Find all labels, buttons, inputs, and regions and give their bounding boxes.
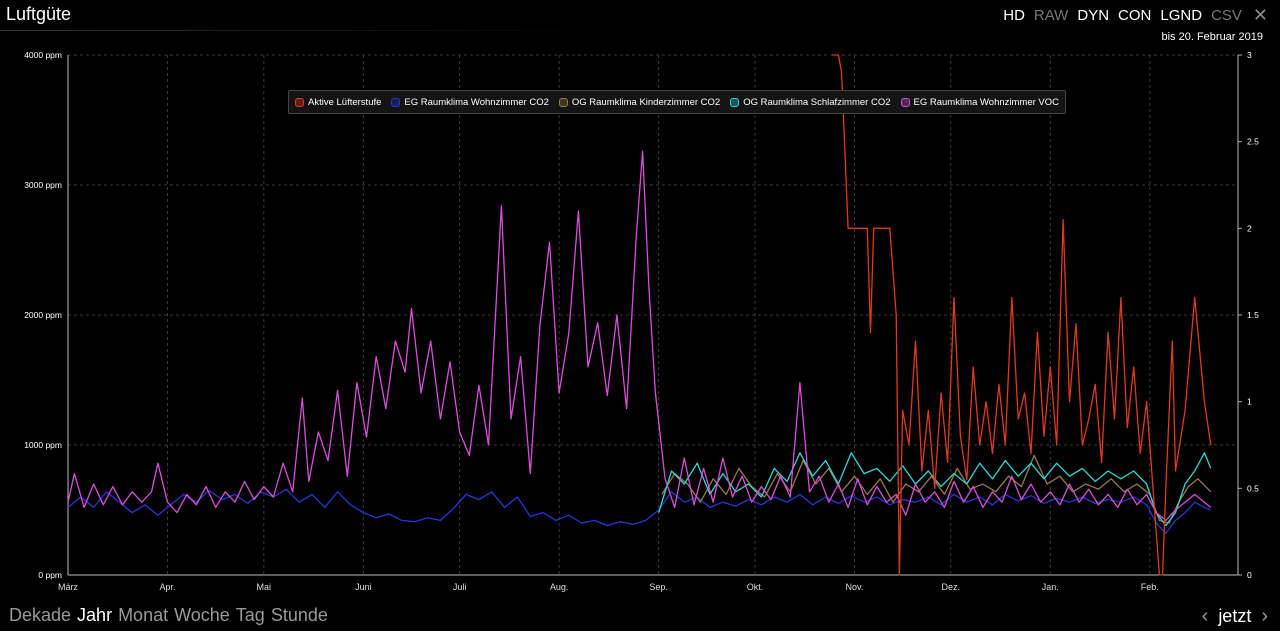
- page-title: Luftgüte: [6, 4, 72, 24]
- chevron-right-icon[interactable]: ›: [1261, 605, 1268, 627]
- y-left-tick-label: 1000 ppm: [24, 440, 62, 450]
- chart[interactable]: März Apr. Mai Juni Juli Aug. Sep. Okt. Nov. Dez. J…: [0, 0, 1280, 600]
- x-tick-label: Juli: [453, 582, 467, 592]
- x-tick-label: Jan.: [1042, 582, 1059, 592]
- legend-item[interactable]: EG Raumklima Wohnzimmer CO2: [391, 96, 549, 108]
- y-right-tick-label: 2: [1247, 223, 1252, 233]
- y-right-tick-label: 1: [1247, 397, 1252, 407]
- series-line-og-raumklima-kinderzimmer-co2: [661, 454, 1212, 524]
- legend-item[interactable]: OG Raumklima Kinderzimmer CO2: [558, 96, 721, 108]
- y-right-tick-label: 2.5: [1247, 137, 1259, 147]
- legend-swatch: [295, 97, 304, 107]
- legend-item[interactable]: EG Raumklima Wohnzimmer VOC: [900, 96, 1060, 108]
- now-button[interactable]: jetzt: [1218, 606, 1252, 626]
- y-right-tick-label: 0: [1247, 570, 1252, 580]
- legend-item[interactable]: Aktive Lüfterstufe: [295, 97, 381, 108]
- chart-legend: Aktive Lüfterstufe EG Raumklima Wohnzimme…: [288, 90, 1067, 114]
- legend-swatch: [730, 97, 740, 107]
- dyn-toggle[interactable]: DYN: [1077, 7, 1110, 24]
- raw-toggle[interactable]: RAW: [1033, 7, 1069, 24]
- period-woche[interactable]: Woche: [174, 605, 230, 625]
- series-line-eg-raumklima-wohnzimmer-co2: [67, 488, 1212, 535]
- period-tag[interactable]: Tag: [235, 605, 265, 625]
- y-left-tick-label: 0 ppm: [38, 570, 62, 580]
- legend-label: OG Raumklima Kinderzimmer CO2: [571, 96, 721, 108]
- legend-swatch: [558, 97, 568, 107]
- period-monat[interactable]: Monat: [118, 605, 169, 625]
- period-dekade[interactable]: Dekade: [9, 605, 72, 625]
- series-line-eg-raumklima-wohnzimmer-voc: [67, 150, 1212, 522]
- legend-label: EG Raumklima Wohnzimmer CO2: [404, 96, 549, 108]
- period-nav: Dekade Jahr Monat Woche Tag Stunde: [9, 605, 328, 626]
- date-range-label: bis 20. Februar 2019: [1161, 31, 1263, 43]
- y-right-tick-label: 1.5: [1247, 310, 1259, 320]
- time-navigation: ‹ jetzt ›: [1202, 605, 1268, 628]
- y-left-tick-label: 4000 ppm: [24, 50, 62, 60]
- legend-label: Aktive Lüfterstufe: [308, 96, 382, 108]
- legend-swatch: [391, 97, 401, 107]
- x-tick-label: Nov.: [846, 582, 864, 592]
- hd-toggle[interactable]: HD: [1003, 7, 1025, 24]
- csv-button[interactable]: CSV: [1211, 7, 1242, 24]
- y-right-tick-label: 0.5: [1247, 483, 1259, 493]
- x-tick-label: März: [58, 582, 78, 592]
- x-tick-label: Apr.: [160, 582, 176, 592]
- x-tick-label: Juni: [355, 582, 372, 592]
- con-toggle[interactable]: CON: [1118, 7, 1152, 24]
- close-icon[interactable]: ✕: [1252, 5, 1268, 25]
- chevron-left-icon[interactable]: ‹: [1201, 605, 1209, 627]
- legend-item[interactable]: OG Raumklima Schlafzimmer CO2: [730, 96, 891, 108]
- x-tick-label: Okt.: [747, 582, 764, 592]
- lgnd-toggle[interactable]: LGND: [1160, 7, 1203, 24]
- y-right-tick-label: 3: [1247, 50, 1252, 60]
- x-tick-label: Aug.: [550, 582, 569, 592]
- x-tick-label: Dez.: [942, 582, 961, 592]
- series-line-aktive-lüfterstufe: [832, 54, 1212, 576]
- legend-label: OG Raumklima Schlafzimmer CO2: [743, 96, 891, 108]
- x-tick-label: Feb.: [1141, 582, 1159, 592]
- legend-label: EG Raumklima Wohnzimmer VOC: [913, 96, 1060, 108]
- series-line-og-raumklima-schlafzimmer-co2: [658, 452, 1212, 527]
- x-tick-label: Mai: [257, 582, 272, 592]
- title-divider: [0, 30, 600, 31]
- x-tick-label: Sep.: [649, 582, 668, 592]
- period-stunde[interactable]: Stunde: [270, 605, 328, 625]
- toolbar: HD RAW DYN CON LGND CSV ✕: [1003, 5, 1268, 26]
- period-jahr[interactable]: Jahr: [77, 605, 113, 625]
- y-left-tick-label: 2000 ppm: [24, 310, 62, 320]
- y-left-tick-label: 3000 ppm: [24, 180, 62, 190]
- legend-swatch: [900, 97, 910, 107]
